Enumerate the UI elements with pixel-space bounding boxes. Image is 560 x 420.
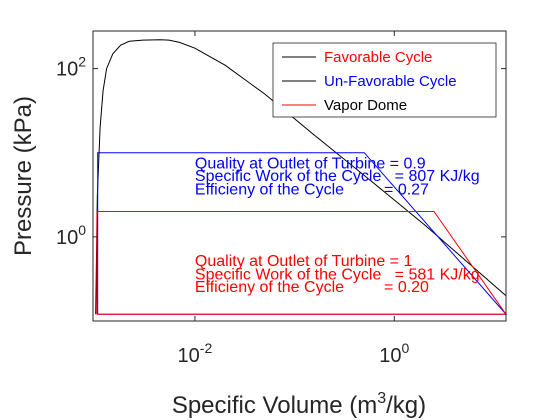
tick-layer: 10-2 100 100 102 xyxy=(56,31,506,367)
legend: Favorable Cycle Un-Favorable Cycle Vapor D… xyxy=(272,42,497,118)
y-axis-label: Pressure (kPa) xyxy=(10,96,37,256)
annotation-text: Quality at Outlet of Turbine = 1 xyxy=(195,253,413,270)
annotation-layer: Quality at Outlet of Turbine = 0.9Specif… xyxy=(195,155,480,296)
x-tick-label: 100 xyxy=(379,340,409,367)
annotation-text: Specific Work of the Cycle = 581 KJ/kg xyxy=(195,267,480,284)
series-layer xyxy=(95,39,508,315)
legend-entry: Vapor Dome xyxy=(324,97,407,114)
x-axis-label-main: Specific Volume (m xyxy=(172,392,377,419)
legend-entry: Un-Favorable Cycle xyxy=(324,73,457,90)
legend-entry: Favorable Cycle xyxy=(324,49,432,66)
plot-frame xyxy=(92,30,507,322)
annotation-text: Efficieny of the Cycle = 0.27 xyxy=(195,181,429,198)
annotation-text: Quality at Outlet of Turbine = 0.9 xyxy=(195,155,426,172)
y-tick-label: 100 xyxy=(56,222,86,249)
series-line-favorable xyxy=(96,211,507,315)
x-tick-label: 10-2 xyxy=(178,340,213,367)
series-line-dome xyxy=(95,39,507,315)
y-tick-label: 102 xyxy=(56,54,86,81)
x-axis-label-tail: /kg) xyxy=(386,392,426,419)
annotation-text: Specific Work of the Cycle = 807 KJ/kg xyxy=(195,168,480,185)
x-axis-label-sup: 3 xyxy=(377,390,386,407)
x-axis-label: Specific Volume (m3/kg) xyxy=(172,390,426,419)
annotation-text: Efficieny of the Cycle = 0.20 xyxy=(195,279,429,296)
